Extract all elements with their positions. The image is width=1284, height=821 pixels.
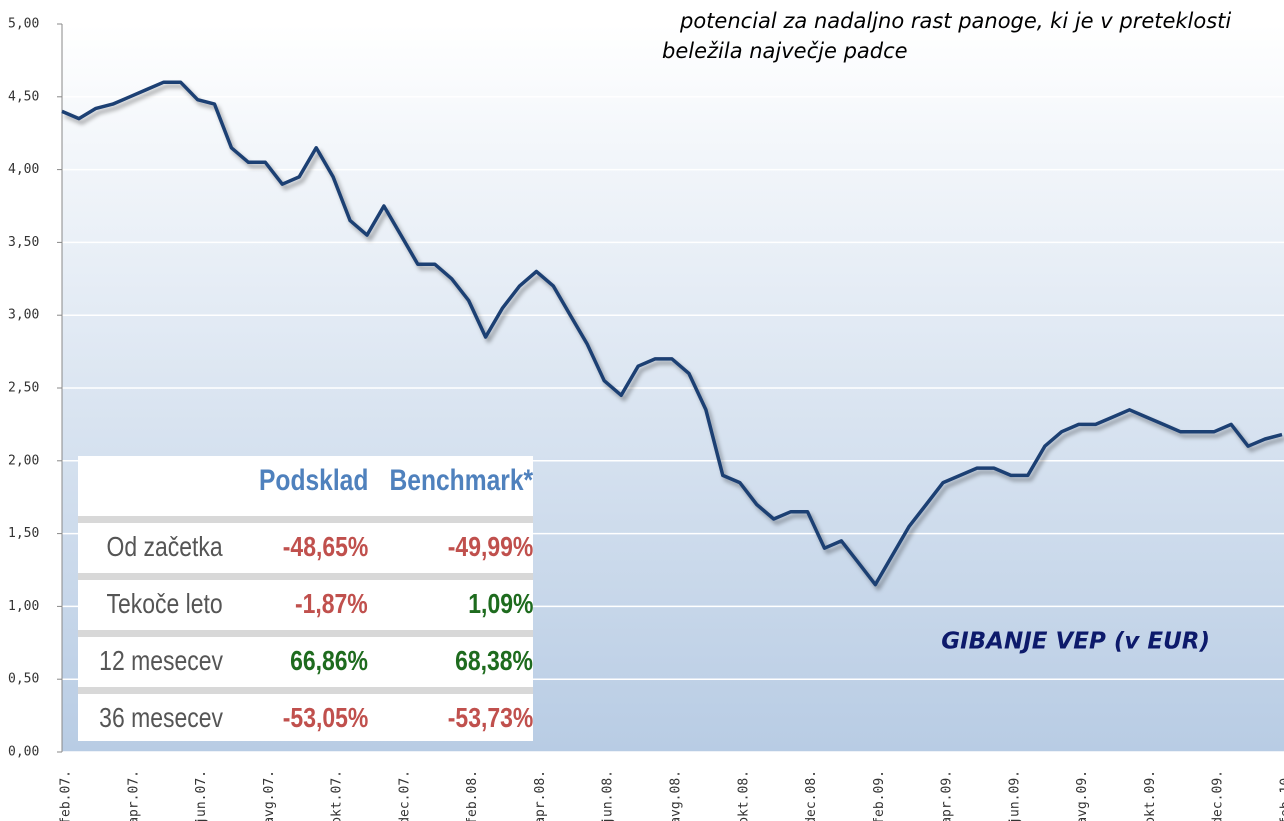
- y-tick-label: 2,50: [8, 381, 39, 396]
- x-tick-label: apr.09.: [940, 770, 955, 821]
- annotation: GIBANJE VEP (v EUR): [941, 629, 1210, 655]
- y-tick-label: 2,00: [8, 453, 39, 468]
- cell-value: -53,05%: [282, 702, 368, 733]
- row-label: Od začetka: [106, 531, 223, 562]
- x-tick-label: feb.07.: [59, 770, 74, 821]
- y-tick-label: 3,00: [8, 308, 39, 323]
- x-tick-label: jun.09.: [1007, 770, 1022, 821]
- column-header: Podsklad: [258, 464, 368, 497]
- row-label: 12 mesecev: [99, 645, 223, 676]
- x-tick-label: okt.09.: [1143, 770, 1158, 821]
- cell-value: 66,86%: [290, 645, 368, 676]
- subtitle: beležila največje padce: [662, 39, 908, 63]
- subtitle: potencial za nadaljno rast panoge, ki je…: [679, 9, 1231, 33]
- cell-value: 68,38%: [455, 645, 533, 676]
- y-tick-label: 1,50: [8, 526, 39, 541]
- cell-value: -1,87%: [295, 588, 368, 619]
- cell-value: -49,99%: [447, 531, 533, 562]
- x-tick-label: feb.10.: [1279, 770, 1284, 821]
- table-row: 36 mesecev -53,05% -53,73%: [78, 687, 533, 743]
- x-tick-label: jun.07.: [194, 770, 209, 821]
- x-tick-label: jun.08.: [601, 770, 616, 821]
- row-label: Tekoče leto: [106, 588, 223, 619]
- price-line: [61, 80, 1283, 587]
- x-tick-label: apr.08.: [533, 770, 548, 821]
- x-tick-label: okt.08.: [736, 770, 751, 821]
- cell-value: -48,65%: [282, 531, 368, 562]
- table-row: 12 mesecev 66,86% 68,38%: [78, 630, 533, 686]
- table-row: Tekoče leto -1,87% 1,09%: [78, 573, 533, 629]
- x-tick-label: dec.07.: [397, 770, 412, 821]
- x-tick-label: avg.07.: [262, 770, 277, 821]
- returns-table: Podsklad Benchmark* Od začetka -48,65% -49,9…: [78, 456, 533, 741]
- column-header: Benchmark*: [389, 464, 533, 497]
- table-row: Od začetka -48,65% -49,99%: [78, 516, 533, 572]
- x-tick-label: dec.08.: [804, 770, 819, 821]
- y-tick-label: 1,00: [8, 599, 39, 614]
- y-tick-label: 4,50: [8, 89, 39, 104]
- row-label: 36 mesecev: [99, 702, 223, 733]
- x-tick-label: avg.09.: [1075, 770, 1090, 821]
- x-tick-label: feb.08.: [465, 770, 480, 821]
- x-tick-label: okt.07.: [330, 770, 345, 821]
- x-tick-label: avg.08.: [669, 770, 684, 821]
- y-tick-label: 4,00: [8, 162, 39, 177]
- y-tick-label: 0,50: [8, 672, 39, 687]
- cell-value: 1,09%: [467, 588, 533, 619]
- x-tick-label: feb.09.: [872, 770, 887, 821]
- y-tick-label: 3,50: [8, 235, 39, 250]
- x-tick-label: apr.07.: [126, 770, 141, 821]
- y-tick-label: 5,00: [8, 17, 39, 32]
- y-tick-label: 0,00: [8, 745, 39, 760]
- cell-value: -53,73%: [447, 702, 533, 733]
- x-tick-label: dec.09.: [1211, 770, 1226, 821]
